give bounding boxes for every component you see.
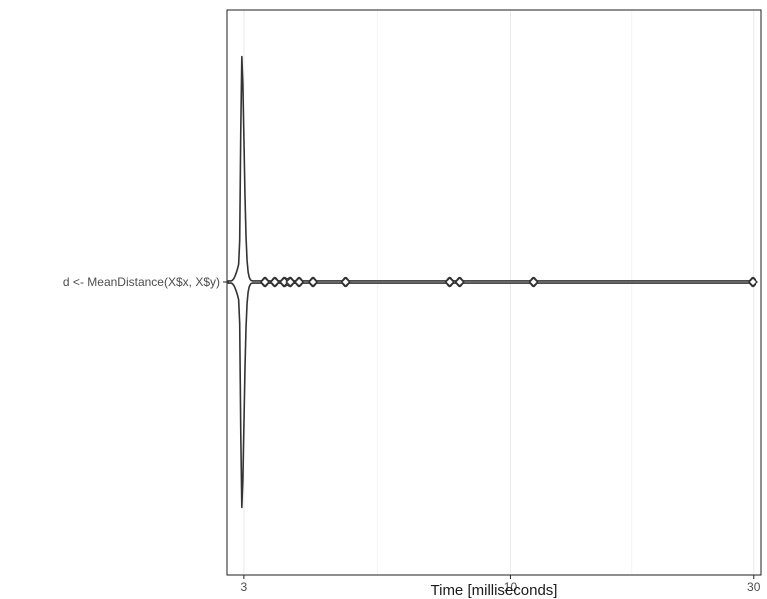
x-tick-label: 10 [504,580,518,594]
outlier-point [340,277,351,287]
x-axis-title: Time [milliseconds] [431,582,558,599]
outlier-point [285,277,296,287]
x-tick-label: 3 [241,580,248,594]
outlier-point [269,277,280,287]
outlier-point [294,277,305,287]
points-layer [260,277,758,287]
outlier-point [260,277,270,287]
y-axis-ticks: d <- MeanDistance(X$x, X$y) [63,275,227,289]
outlier-point [308,277,318,287]
outlier-point [748,277,758,287]
outlier-point [454,277,465,287]
y-tick-label: d <- MeanDistance(X$x, X$y) [63,275,220,289]
x-tick-label: 30 [747,580,761,594]
outlier-point [528,277,539,287]
outlier-point [444,277,455,287]
panel-border [226,9,762,576]
x-axis-ticks: 3 10 30 [241,575,761,594]
